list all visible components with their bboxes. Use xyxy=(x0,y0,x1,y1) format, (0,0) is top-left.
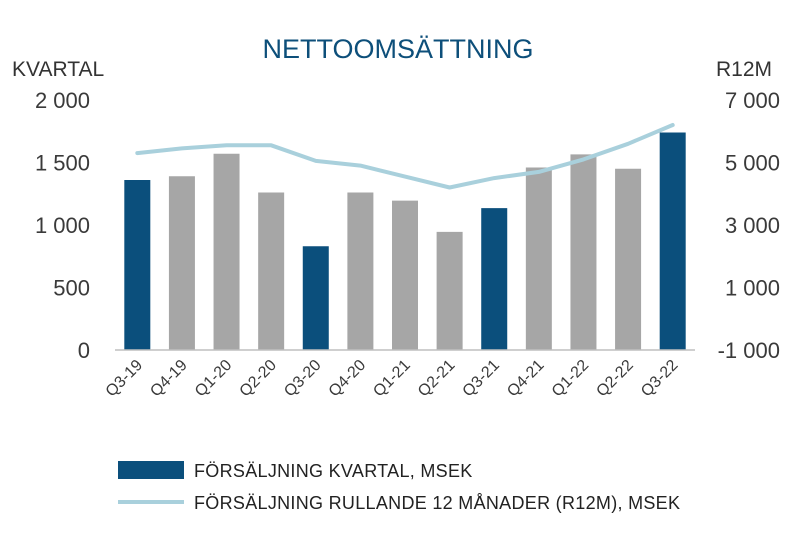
x-tick-label: Q3-22 xyxy=(638,357,682,401)
right-axis-label: R12M xyxy=(716,58,772,81)
left-axis-ticks: 0 500 1 000 1 500 2 000 xyxy=(35,88,90,363)
bar-q3-20 xyxy=(302,246,329,350)
x-tick-label: Q2-21 xyxy=(415,357,459,401)
bar-q1-22 xyxy=(570,154,597,350)
bar-q3-19 xyxy=(124,180,151,350)
legend-bar-label: FÖRSÄLJNING KVARTAL, MSEK xyxy=(194,461,473,481)
x-tick-label: Q1-22 xyxy=(549,357,593,401)
right-tick-label: 1 000 xyxy=(725,276,780,301)
x-tick-label: Q3-21 xyxy=(460,357,504,401)
right-axis-ticks: -1 000 1 000 3 000 5 000 7 000 xyxy=(718,88,780,363)
right-tick-label: 3 000 xyxy=(725,213,780,238)
r12m-line xyxy=(135,123,675,190)
x-tick-label: Q3-19 xyxy=(103,357,147,401)
x-tick-label: Q1-21 xyxy=(370,357,414,401)
x-tick-label: Q2-20 xyxy=(237,357,281,401)
x-tick-label: Q3-20 xyxy=(281,357,325,401)
x-tick-label: Q4-20 xyxy=(326,357,370,401)
legend-line-label: FÖRSÄLJNING RULLANDE 12 MÅNADER (R12M), … xyxy=(194,493,680,513)
left-tick-label: 0 xyxy=(78,338,90,363)
bar-q2-21 xyxy=(436,231,463,350)
left-tick-label: 2 000 xyxy=(35,88,90,113)
bar-q4-20 xyxy=(347,192,374,350)
bar-q1-20 xyxy=(213,153,240,350)
left-tick-label: 1 000 xyxy=(35,213,90,238)
right-tick-label: 5 000 xyxy=(725,151,780,176)
left-tick-label: 1 500 xyxy=(35,151,90,176)
x-tick-label: Q1-20 xyxy=(192,357,236,401)
bar-q4-21 xyxy=(525,167,552,350)
chart-title: NETTOOMSÄTTNING xyxy=(262,34,533,64)
left-axis-label: KVARTAL xyxy=(12,58,104,81)
x-axis-ticks: Q3-19 Q4-19 Q1-20 Q2-20 Q3-20 Q4-20 Q1-21 Q2-21… xyxy=(103,357,682,401)
x-tick-label: Q4-21 xyxy=(504,357,548,401)
right-tick-label: -1 000 xyxy=(718,338,780,363)
right-tick-label: 7 000 xyxy=(725,88,780,113)
left-tick-label: 500 xyxy=(53,276,90,301)
bar-q1-21 xyxy=(392,200,418,350)
bar-q3-21 xyxy=(481,208,508,350)
x-tick-label: Q4-19 xyxy=(147,357,191,401)
x-tick-label: Q2-22 xyxy=(593,357,637,401)
bar-q3-22 xyxy=(659,132,686,350)
bar-q4-19 xyxy=(168,176,195,350)
bar-series xyxy=(124,132,686,350)
bar-q2-22 xyxy=(615,168,642,350)
legend-bar-swatch xyxy=(118,461,184,479)
legend: FÖRSÄLJNING KVARTAL, MSEK FÖRSÄLJNING RU… xyxy=(118,461,680,513)
bar-q2-20 xyxy=(258,192,285,350)
